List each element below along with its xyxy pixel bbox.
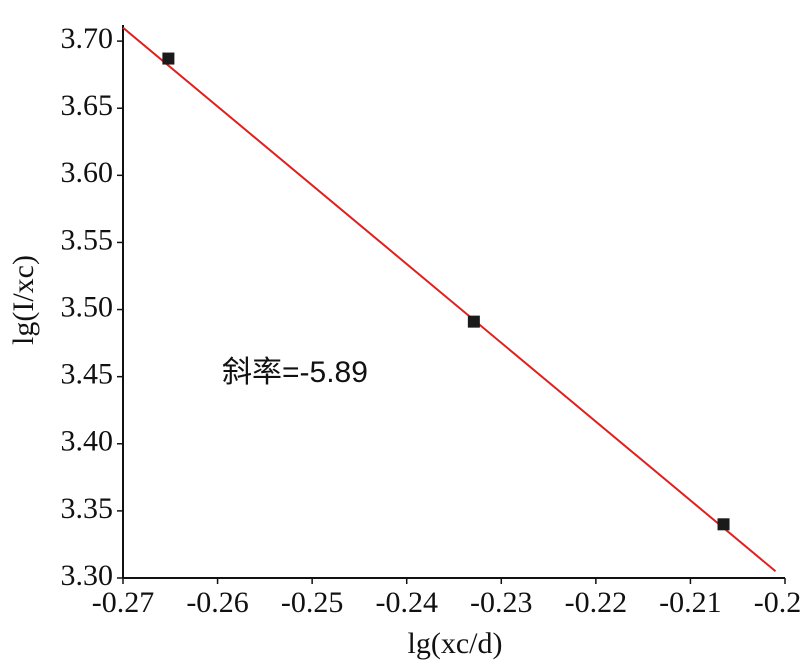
y-tick-label: 3.30 [61,559,114,592]
x-tick-label: -0.27 [92,586,155,619]
fit-line [122,26,777,573]
x-tick-label: -0.26 [186,586,249,619]
y-tick-label: 3.50 [61,290,114,323]
x-tick-label: -0.20 [754,586,800,619]
y-axis-label: lg(I/xc) [7,255,40,345]
x-tick-label: -0.21 [659,586,722,619]
x-tick-label: -0.25 [281,586,344,619]
x-tick-label: -0.23 [470,586,533,619]
y-tick-label: 3.45 [61,358,114,391]
point [162,52,175,65]
y-tick-label: 3.60 [61,156,114,189]
y-tick-label: 3.35 [61,492,114,525]
x-axis-label: lg(xc/d) [408,627,503,660]
y-tick-label: 3.55 [61,223,114,256]
y-tick-label: 3.65 [61,89,114,122]
point [467,315,480,328]
y-tick-label: 3.70 [61,22,114,55]
x-tick-label: -0.22 [565,586,628,619]
annotation: 斜率=-5.89 [222,356,368,389]
x-tick-label: -0.24 [375,586,438,619]
point [717,518,730,531]
y-tick-label: 3.40 [61,425,114,458]
